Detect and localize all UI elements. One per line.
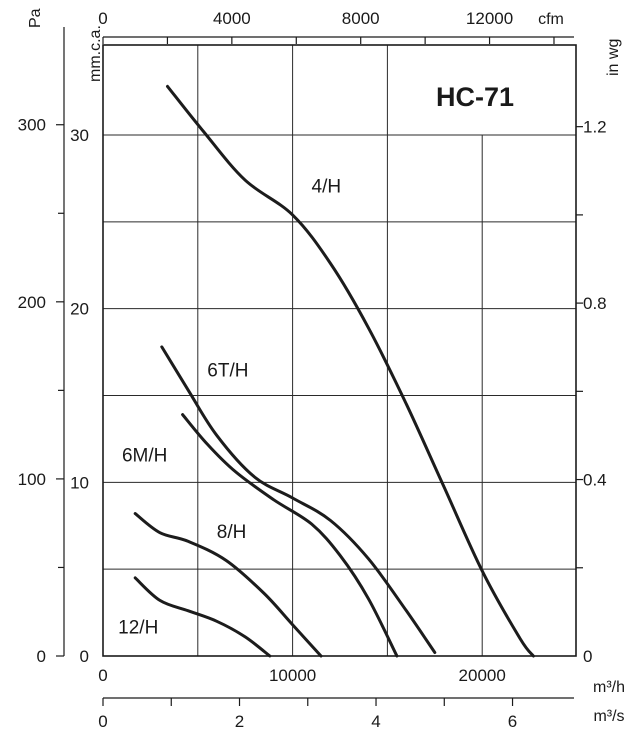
m3h-tick-label: 20000 — [459, 666, 506, 685]
cfm-axis-label: cfm — [538, 11, 564, 28]
cfm-tick-label: 0 — [98, 9, 107, 28]
curve-6t-h — [160, 345, 437, 654]
chart-curves — [133, 84, 535, 658]
m3s-axis-label: m³/s — [593, 708, 624, 725]
pa-axis-label: Pa — [27, 8, 44, 28]
pa-tick-label: 0 — [37, 647, 46, 666]
m3s-tick-label: 6 — [508, 712, 517, 731]
mmca-axis-label: mm.c.a. — [87, 25, 104, 82]
chart-curve-labels: 4/H 6T/H 6M/H 8/H 12/H — [118, 176, 341, 638]
cfm-tick-label: 4000 — [213, 9, 251, 28]
curve-label: 8/H — [217, 522, 247, 543]
inwg-tick-label: 0.8 — [583, 294, 607, 313]
plot-frame — [102, 44, 577, 657]
curve-label: 6M/H — [122, 445, 167, 466]
chart-grid — [103, 45, 576, 656]
curve-4-h — [166, 84, 535, 658]
m3s-tick-label: 0 — [98, 712, 107, 731]
cfm-tick-label: 8000 — [342, 9, 380, 28]
cfm-tick-label: 12000 — [466, 9, 513, 28]
curve-12-h — [133, 576, 272, 658]
pa-tick-label: 300 — [18, 116, 46, 135]
mmca-tick-label: 20 — [70, 300, 89, 319]
pa-tick-label: 100 — [18, 470, 46, 489]
mmca-tick-label: 10 — [70, 473, 89, 492]
m3s-tick-label: 4 — [371, 712, 380, 731]
m3h-axis-label: m³/h — [593, 679, 625, 696]
chart-title: HC-71 — [436, 82, 514, 112]
curve-label: 6T/H — [207, 360, 248, 381]
mmca-tick-label: 30 — [70, 126, 89, 145]
inwg-axis-label: in wg — [605, 39, 622, 76]
inwg-tick-label: 1.2 — [583, 118, 607, 137]
inwg-tick-label: 0 — [583, 647, 592, 666]
curve-label: 12/H — [118, 617, 158, 638]
curve-label: 4/H — [312, 176, 342, 197]
curve-6m-h — [181, 413, 399, 658]
mmca-tick-label: 0 — [80, 647, 89, 666]
inwg-tick-label: 0.4 — [583, 471, 607, 490]
curve-8-h — [133, 512, 323, 658]
m3h-tick-label: 0 — [98, 666, 107, 685]
pa-tick-label: 200 — [18, 293, 46, 312]
chart-axes — [63, 27, 577, 699]
m3h-tick-label: 10000 — [269, 666, 316, 685]
m3s-tick-label: 2 — [235, 712, 244, 731]
